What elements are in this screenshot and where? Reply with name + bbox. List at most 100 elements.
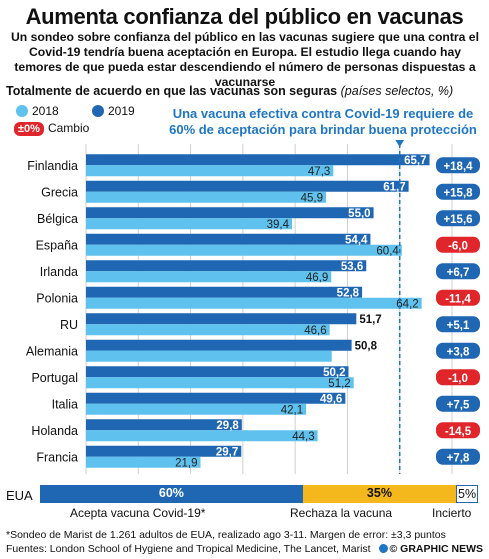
chart-ticks: 0 10 20 30 40 50 60 70 <box>83 476 459 478</box>
eua-accept-caption: Acepta vacuna Covid-19* <box>70 506 206 520</box>
change-chip <box>436 157 480 174</box>
chart-heading: Totalmente de acuerdo en que las vacunas… <box>6 84 453 98</box>
eua-label: EUA <box>6 488 33 503</box>
change-chip <box>436 236 480 253</box>
label-2019: 55,0 <box>348 208 370 220</box>
threshold-callout: Una vacuna efectiva contra Covid-19 requ… <box>169 106 477 137</box>
bar-2018 <box>86 271 332 283</box>
category-label: Grecia <box>41 185 78 199</box>
label-2018: 46,9 <box>306 272 328 284</box>
eua-reject-caption: Rechaza la vacuna <box>290 506 393 520</box>
eua-accept-pct: 60% <box>158 486 184 500</box>
label-2018: 60,4 <box>376 245 399 257</box>
change-label: +3,8 <box>447 346 470 358</box>
page-title: Aumenta confianza del público en vacunas <box>25 4 464 29</box>
label-2019: 50,2 <box>323 367 345 379</box>
bar-2018 <box>86 244 402 256</box>
bar-2019 <box>86 286 363 298</box>
category-label: España <box>36 238 78 252</box>
bar-2018 <box>86 403 307 415</box>
legend-change-label: Cambio <box>47 121 90 135</box>
label-2019: 54,4 <box>345 234 368 246</box>
legend-2019-swatch <box>92 105 104 117</box>
brand: © GRAPHIC NEWS <box>378 543 484 555</box>
change-label: +7,5 <box>447 399 470 411</box>
bar-2019 <box>86 419 242 431</box>
label-2019: 51,7 <box>359 314 381 326</box>
label-2019: 29,7 <box>216 446 238 458</box>
label-2019: 65,7 <box>404 155 426 167</box>
change-label: +6,7 <box>447 267 470 279</box>
label-2018: 45,9 <box>301 192 323 204</box>
bar-2018 <box>86 165 334 177</box>
label-2019: 49,6 <box>320 393 342 405</box>
change-label: -11,4 <box>445 293 471 305</box>
sources: Fuentes: London School of Hygiene and Tr… <box>6 543 371 555</box>
change-chip <box>436 395 480 412</box>
eua-reject-bar: 35% <box>302 485 457 503</box>
bar-2019 <box>86 260 367 272</box>
x-tick-label: 10 <box>132 476 146 478</box>
change-chip <box>436 369 480 386</box>
bar-2018 <box>86 430 318 442</box>
bar-2019 <box>86 154 430 166</box>
brand-text: © GRAPHIC NEWS <box>389 543 484 555</box>
x-tick-label: 70 <box>445 476 459 478</box>
change-label: -1,0 <box>448 373 468 385</box>
label-2018: 51,2 <box>328 378 350 390</box>
change-chip <box>436 263 480 280</box>
label-2019: 50,8 <box>355 340 378 352</box>
x-tick-label: 0 <box>83 476 90 478</box>
eua-section: EUA 60% 35% 5% Acepta vacuna Covid-19* R… <box>0 480 489 540</box>
bar-2019 <box>86 233 371 245</box>
change-label: +18,4 <box>443 161 473 173</box>
chart-bars: 65,7 47,3 61,7 45,9 55,0 39,4 54,4 60,4 53,6 46,9… <box>86 154 430 469</box>
threshold-marker <box>395 140 405 474</box>
change-chip <box>436 448 480 465</box>
category-label: Holanda <box>31 424 78 438</box>
label-2019: 52,8 <box>337 287 360 299</box>
bar-2019 <box>86 392 346 404</box>
category-label: Alemania <box>26 344 78 358</box>
bar-2018 <box>86 218 293 230</box>
chart-categories: Finlandia Grecia Bélgica España Irlanda Polon… <box>26 159 78 465</box>
legend-2018: 2018 <box>16 104 59 118</box>
bar-2018 <box>86 191 326 203</box>
category-label: Finlandia <box>27 159 78 173</box>
change-label: +15,6 <box>443 214 472 226</box>
bar-2018 <box>86 377 354 389</box>
legend-2018-label: 2018 <box>32 104 59 118</box>
category-label: Irlanda <box>40 265 78 279</box>
x-tick-label: 50 <box>341 476 355 478</box>
bar-2019 <box>86 445 242 457</box>
label-2018: 42,1 <box>281 404 303 416</box>
bar-2019 <box>86 339 352 351</box>
change-chip <box>436 210 480 227</box>
change-label: +5,1 <box>447 320 470 332</box>
change-label: -14,5 <box>445 426 472 438</box>
bar-2018 <box>86 350 332 362</box>
eua-accept-bar: 60% <box>40 485 303 503</box>
chart-changes: +18,4 +15,8 +15,6 -6,0 +6,7 -11,4 +5,1 +3,8 -1,0… <box>436 157 480 465</box>
change-chip <box>436 183 480 200</box>
legend-change-chip: ±0% <box>14 122 44 136</box>
footnote: *Sondeo de Marist de 1.261 adultos de EU… <box>6 529 446 541</box>
label-2018: 47,3 <box>308 166 330 178</box>
x-tick-label: 20 <box>184 476 198 478</box>
x-tick-label: 40 <box>288 476 302 478</box>
category-label: Bélgica <box>37 212 78 226</box>
label-2018: 21,9 <box>175 457 197 469</box>
eua-unsure-pct: 5% <box>458 487 477 501</box>
change-chip <box>436 289 480 306</box>
bar-chart: 65,7 47,3 61,7 45,9 55,0 39,4 54,4 60,4 53,6 46,9… <box>26 140 480 478</box>
label-2019: 53,6 <box>341 261 363 273</box>
change-label: +15,8 <box>443 187 473 199</box>
category-label: Portugal <box>31 371 78 385</box>
change-label: -6,0 <box>448 240 468 252</box>
label-2018: 44,3 <box>292 431 314 443</box>
label-2018: 46,6 <box>304 325 326 337</box>
legend-2019: 2019 <box>92 104 135 118</box>
category-label: Francia <box>36 450 78 464</box>
label-2019: 29,8 <box>216 420 239 432</box>
bar-2018 <box>86 297 422 309</box>
